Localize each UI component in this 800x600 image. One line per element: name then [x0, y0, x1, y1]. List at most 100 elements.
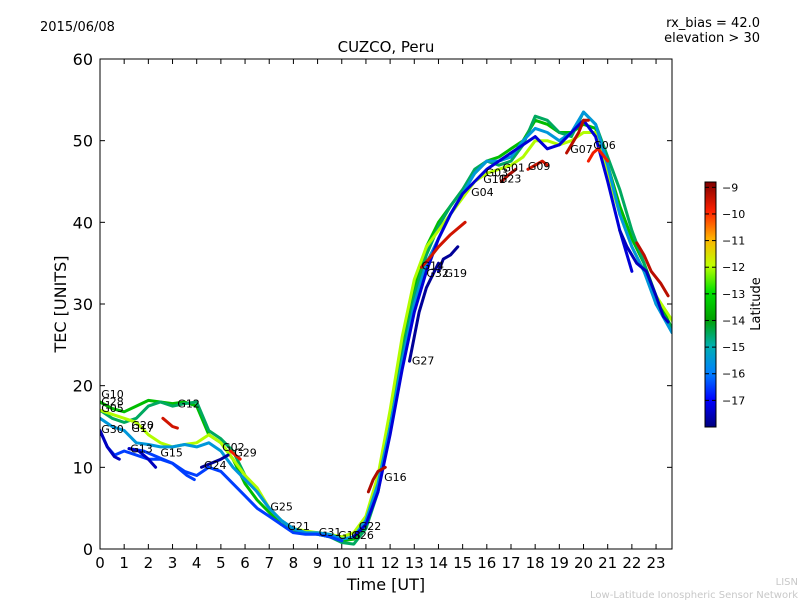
x-tick-label: 20 [574, 554, 593, 572]
satellite-label: G17 [131, 422, 154, 435]
segment-line-G24 [200, 453, 230, 469]
x-tick-label: 19 [550, 554, 569, 572]
satellite-label: G05 [101, 402, 124, 415]
satellite-label: G13 [130, 443, 153, 456]
satellite-label: G06 [593, 139, 616, 152]
colorbar-tick-label: −15 [722, 341, 745, 354]
series-layer [100, 110, 672, 546]
satellite-label: G12 [177, 398, 200, 411]
satellite-label: G10 [101, 388, 124, 401]
satellite-label: G20 [131, 419, 154, 432]
segment-line-G-late [618, 229, 670, 324]
satellite-label: G09 [528, 160, 551, 173]
y-tick-label: 30 [73, 295, 93, 314]
colorbar-tick-label: −10 [722, 208, 745, 221]
colorbar-gradient [704, 181, 717, 428]
satellite-label: G25 [270, 501, 293, 514]
colorbar-label: Latitude [749, 277, 764, 331]
satellite-label: G07 [570, 143, 593, 156]
x-tick-label: 14 [429, 554, 448, 572]
satellite-label: G22 [359, 520, 382, 533]
x-tick-label: 16 [477, 554, 496, 572]
x-tick-label: 10 [332, 554, 351, 572]
footer-network: Low-Latitude Ionospheric Sensor Network [590, 590, 798, 600]
colorbar-tick-label: −14 [722, 314, 745, 327]
satellite-label: G01 [503, 162, 526, 175]
colorbar: −9 −10 −11 −12 −13 −14 −15 −16 −17 Latitude [704, 181, 764, 428]
segment-line-G13 [127, 447, 196, 482]
x-tick-label: 8 [289, 554, 299, 572]
x-tick-label: 17 [501, 554, 520, 572]
satellite-label: G21 [287, 520, 310, 533]
x-tick-label: 21 [598, 554, 617, 572]
segment-line-G13b [127, 447, 158, 469]
x-tick-label: 12 [381, 554, 400, 572]
satellite-label: G15 [160, 447, 183, 460]
x-axis: 0 1 2 3 4 5 6 7 8 9 10 11 12 13 14 15 16 17 18 19 20 21 22 23 [95, 59, 666, 572]
x-tick-label: 18 [526, 554, 545, 572]
satellite-label: G28 [101, 395, 124, 408]
satellite-label: G32 [426, 267, 449, 280]
x-tick-label: 2 [144, 554, 154, 572]
colorbar-tick-label: −17 [722, 394, 745, 407]
segment-line-G09 [526, 159, 549, 171]
series-line-F [100, 429, 344, 543]
y-axis-label: TEC [UNITS] [51, 256, 70, 354]
segment-line-G19 [437, 245, 460, 273]
x-tick-label: 7 [264, 554, 274, 572]
x-axis-label: Time [UT] [346, 575, 425, 594]
date-label: 2015/06/08 [40, 20, 115, 35]
satellite-label: G26 [351, 529, 374, 542]
satellite-label: G30 [101, 423, 124, 436]
satellite-label: G04 [471, 186, 494, 199]
y-tick-label: 40 [73, 213, 93, 232]
y-tick-label: 10 [73, 458, 93, 477]
x-tick-label: 4 [192, 554, 202, 572]
colorbar-tick-label: −12 [722, 261, 745, 274]
satellite-label: G27 [412, 354, 435, 367]
satellite-label: G31 [319, 526, 342, 539]
x-tick-label: 11 [356, 554, 375, 572]
segment-line-G12-end [161, 416, 179, 430]
satellite-label: G14 [422, 260, 445, 273]
satellite-label: G03 [486, 167, 509, 180]
x-tick-label: 6 [240, 554, 250, 572]
footer-lisn: LISN [776, 577, 798, 588]
chart-title: CUZCO, Peru [338, 38, 435, 56]
elevation-label: elevation > 30 [664, 31, 760, 46]
satellite-label: G16 [384, 471, 407, 484]
colorbar-tick-label: −13 [722, 288, 745, 301]
x-tick-label: 15 [453, 554, 472, 572]
x-tick-label: 23 [646, 554, 665, 572]
x-tick-label: 5 [216, 554, 226, 572]
satellite-label: G02 [222, 441, 245, 454]
segment-line-G27 [408, 261, 440, 363]
segment-line-G23 [499, 167, 518, 183]
segment-line-G07 [565, 118, 590, 155]
colorbar-tick-label: −16 [722, 368, 745, 381]
satellite-label: G23 [499, 172, 522, 185]
colorbar-tick-label: −11 [722, 235, 745, 248]
satellite-label: G19 [445, 267, 468, 280]
segment-line-G06-tail [635, 241, 670, 298]
x-tick-label: 13 [405, 554, 424, 572]
satellite-label: G29 [234, 447, 257, 460]
satellite-label: G24 [204, 459, 227, 472]
x-tick-label: 0 [95, 554, 105, 572]
segment-line-G14 [420, 220, 467, 269]
y-tick-label: 60 [73, 50, 93, 69]
y-axis: 0 10 20 30 40 50 60 [73, 50, 672, 559]
segment-line-G06 [586, 147, 610, 163]
x-tick-label: 22 [622, 554, 641, 572]
segment-line-G30 [100, 429, 121, 461]
segment-line-G16 [366, 465, 387, 494]
satellite-label: G18 [338, 529, 361, 542]
x-tick-label: 3 [168, 554, 178, 572]
colorbar-tick-label: −9 [722, 181, 738, 194]
x-tick-label: 1 [119, 554, 129, 572]
rx-bias-label: rx_bias = 42.0 [666, 16, 760, 31]
y-tick-label: 0 [83, 540, 93, 559]
segment-line-G29 [229, 449, 242, 461]
